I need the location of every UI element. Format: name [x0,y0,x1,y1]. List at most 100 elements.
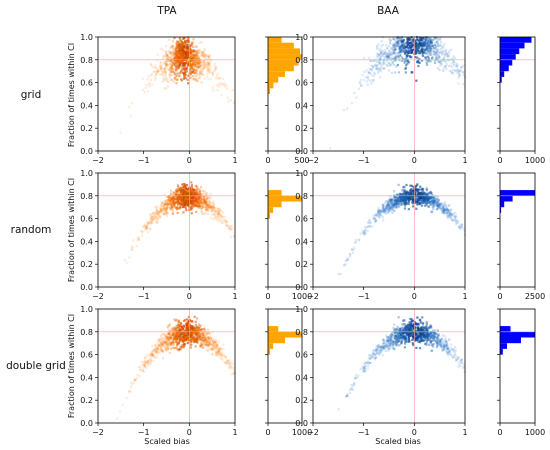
tpa-double-grid-density-cell [176,330,179,333]
tpa-grid-density-cell [201,51,204,54]
tpa-grid-density-cell [174,73,177,77]
tpa-double-grid-density-cell [219,346,222,349]
baa-random-density-cell [409,184,412,187]
tpa-random-density-cell [168,199,171,202]
baa-random-density-cell [420,199,423,203]
tpa-random-density-cell [209,206,213,209]
tpa-double-grid-density-cell [214,340,217,344]
baa-grid-density-cell [360,84,363,87]
tpa-double-grid-density-cell [204,334,208,337]
tpa-double-grid-density-cell [187,315,191,319]
tpa-random-density-cell [175,190,178,193]
baa-double-grid-density-cell [396,334,399,337]
baa-random-density-cell [396,201,399,205]
tpa-random-density-cell [201,189,205,193]
baa-grid-density-cell [396,42,400,45]
baa-random-density-cell [365,226,368,229]
tpa-random-density-cell [170,197,173,200]
tpa-double-grid-density-cell [183,337,187,340]
baa-random-density-cell [387,205,390,209]
tpa-grid-density-cell [191,57,194,61]
baa-grid-density-cell [408,42,412,45]
tpa-random-density-cell [190,184,193,187]
tpa-double-grid-density-cell [175,346,178,349]
tpa-grid-density-cell [184,55,187,58]
tpa-random-density-cell [152,211,156,214]
tpa-random-density-cell [165,203,168,206]
tpa-grid-density-cell [193,55,196,58]
baa-random-density-cell [397,196,400,199]
baa-double-grid-density-cell [460,358,464,361]
tpa-double-grid-density-cell [181,343,184,347]
tpa-double-grid-density-cell [160,335,163,338]
baa-random-density-cell [448,204,451,207]
tpa-double-grid-density-cell [200,328,203,332]
baa-random-density-cell [448,215,451,218]
tpa-double-grid-density-cell [170,341,173,344]
tpa-grid-density-cell [186,51,189,54]
tpa-random-density-cell [165,211,168,215]
baa-random-density-cell [378,211,381,214]
tpa-grid-density-cell [169,59,172,62]
baa-double-grid-density-cell [393,331,396,334]
baa-grid-density-cell [450,71,454,74]
baa-double-grid-density-cell [426,336,429,340]
baa-grid-density-cell [445,63,448,66]
baa-grid-density-cell [399,49,402,52]
tpa-grid-density-cell [180,79,184,82]
baa-grid-density-cell [368,79,372,82]
baa-random-density-cell [388,199,391,202]
tpa-grid-density-cell [194,58,197,61]
baa-random-density-cell [381,205,384,208]
tpa-random-density-cell [146,223,150,226]
baa-grid-density-cell [367,71,370,74]
tpa-random-density-cell [173,203,176,206]
baa-grid-density-cell [414,44,418,47]
tpa-double-grid-density-cell [218,347,221,351]
tpa-double-grid-density-cell [151,344,154,348]
tpa-double-grid-density-cell [215,345,218,349]
baa-random-density-cell [412,205,415,208]
baa-grid-density-cell [431,45,435,48]
tpa-double-grid-density-cell [166,338,169,341]
tpa-random-density-cell [177,199,180,202]
tpa-grid-density-cell [175,47,178,50]
tpa-double-grid-density-cell [201,332,204,335]
tpa-double-grid-density-cell [229,367,232,370]
baa-grid-density-cell [458,70,462,73]
tpa-random-density-cell [182,186,185,189]
tpa-grid-density-cell [165,55,168,58]
tpa-random-density-cell [212,209,215,212]
baa-random-density-cell [417,188,420,191]
tpa-grid-density-cell [169,59,172,63]
baa-double-grid-density-cell [436,344,439,348]
baa-double-grid-density-cell [381,346,385,349]
tpa-random-density-cell [176,184,180,187]
baa-random-density-cell [434,200,437,203]
baa-random-density-cell [442,208,445,211]
tpa-grid-density-cell [172,71,175,74]
baa-grid-density-cell [433,47,436,50]
tpa-double-grid-density-cell [180,346,184,349]
tpa-double-grid-density-cell [174,338,178,341]
tpa-random-density-cell [182,193,185,196]
baa-random-density-cell [442,211,445,214]
tpa-grid-density-cell [200,64,203,67]
baa-random-density-cell [353,246,356,250]
tpa-random-density-cell [162,207,165,210]
tpa-grid-density-cell [202,55,205,59]
tpa-double-grid-density-cell [220,352,223,356]
tpa-random-density-cell [209,205,212,209]
baa-grid-density-cell [393,55,396,59]
tpa-random-density-cell [171,203,175,206]
tpa-grid-density-cell [195,55,198,58]
tpa-random-density-cell [153,211,157,214]
baa-grid-density-cell [379,52,383,56]
tpa-grid-density-cell [196,65,199,68]
tpa-random-density-cell [187,199,190,203]
baa-random-density-cell [429,190,432,194]
baa-grid-density-cell [394,47,398,50]
baa-random-density-cell [386,206,389,209]
baa-double-grid-density-cell [353,382,356,386]
tpa-random-density-cell [207,199,211,202]
